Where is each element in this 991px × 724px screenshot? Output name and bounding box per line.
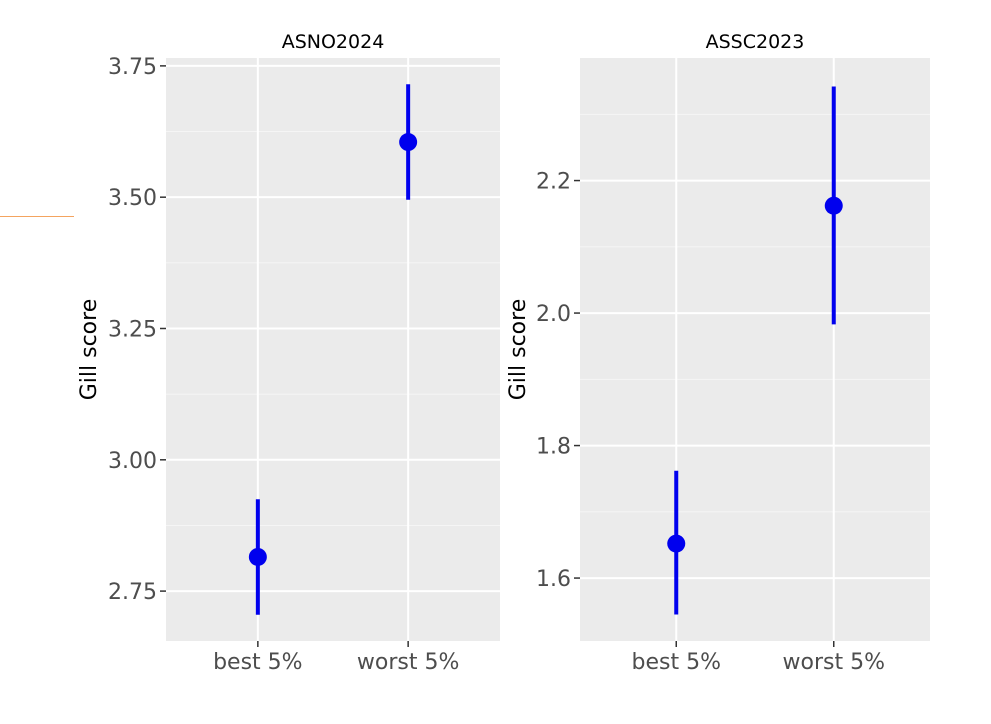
- data-point-1: [399, 133, 418, 152]
- y-tick-label-4: 3.75: [108, 55, 157, 80]
- y-tick-label-2: 3.25: [108, 317, 157, 342]
- accent-line: [0, 216, 74, 217]
- y-tick-label-3: 3.50: [108, 186, 157, 211]
- y-tick-label-0: 2.75: [108, 580, 157, 605]
- panel-2: 1.6 1.8 2.0 2.2 best 5% worst 5% ASSC2023 Gill …: [506, 31, 930, 675]
- x-tick-label-0: best 5%: [632, 650, 721, 675]
- data-point-0: [248, 547, 267, 566]
- panel-title: ASSC2023: [706, 31, 805, 53]
- y-tick-label-0: 1.6: [536, 567, 571, 592]
- y-axis-label: Gill score: [77, 299, 102, 401]
- y-axis-label: Gill score: [506, 299, 531, 401]
- x-tick-label-1: worst 5%: [783, 650, 885, 675]
- x-tick-label-0: best 5%: [213, 650, 302, 675]
- y-tick-label-1: 3.00: [108, 449, 157, 474]
- panel-background: [580, 58, 930, 641]
- x-tick-label-1: worst 5%: [357, 650, 459, 675]
- y-tick-label-2: 2.0: [536, 302, 571, 327]
- data-point-0: [667, 534, 686, 553]
- panel-1: 2.75 3.00 3.25 3.50 3.75 best 5% worst 5% ASNO2…: [77, 31, 500, 675]
- panel-background: [166, 58, 500, 641]
- panel-title: ASNO2024: [282, 31, 385, 53]
- y-tick-label-3: 2.2: [536, 170, 571, 195]
- data-point-1: [824, 196, 843, 215]
- y-tick-label-1: 1.8: [536, 435, 571, 460]
